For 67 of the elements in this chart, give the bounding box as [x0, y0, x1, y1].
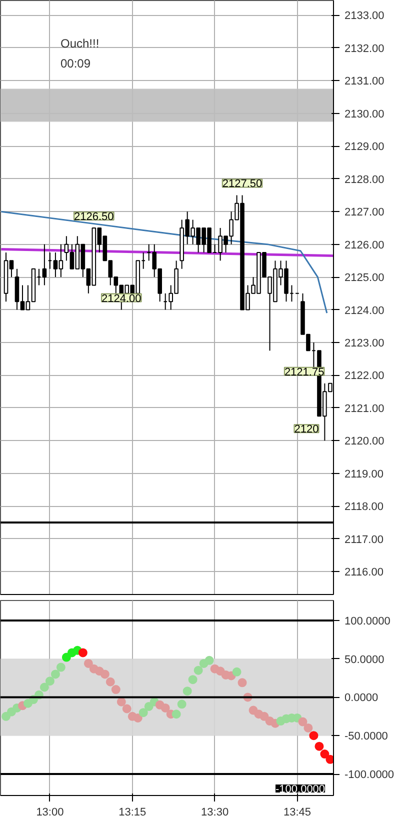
y-tick-label: 2117.00 [344, 534, 384, 546]
point [122, 704, 132, 714]
annotation: 2127.50 [222, 178, 262, 190]
point [309, 731, 318, 740]
y-tick-label: 2125.00 [344, 272, 384, 284]
point [194, 666, 203, 675]
y-tick-label: 0.0000 [344, 692, 378, 704]
y-tick-label: 2123.00 [344, 338, 384, 350]
y-tick-label: 50.0000 [344, 654, 384, 666]
point [304, 723, 313, 732]
point [204, 656, 214, 665]
annotation: -100.0000 [276, 784, 326, 796]
point [133, 713, 142, 722]
point [238, 678, 247, 688]
point [56, 662, 66, 672]
y-tick-label: 2121.00 [344, 402, 384, 415]
point [160, 703, 170, 712]
point [106, 677, 115, 686]
x-tick-label: 13:30 [201, 806, 229, 818]
y-tick-label: 2119.00 [344, 468, 384, 480]
y-tick-label: 2122.00 [344, 370, 384, 382]
y-tick-label: 2124.00 [344, 304, 384, 317]
point [320, 750, 330, 759]
y-tick-label: 2130.00 [344, 108, 384, 120]
y-tick-label: 2133.00 [344, 10, 384, 22]
annotation: 2124.00 [102, 292, 142, 305]
candlestick [42, 244, 47, 286]
y-tick-label: 2131.00 [344, 76, 384, 88]
y-tick-label: -100.0000 [344, 769, 394, 782]
y-tick-label: 2129.00 [344, 141, 384, 154]
y-tick-label: 2118.00 [344, 501, 384, 514]
point [232, 667, 242, 676]
y-tick-label: 2132.00 [344, 42, 384, 55]
point [50, 670, 60, 679]
point [84, 658, 93, 668]
point [182, 686, 192, 696]
point [138, 708, 148, 718]
x-tick-label: 13:45 [283, 806, 311, 818]
point [2, 712, 11, 721]
point [45, 676, 54, 686]
annotation: 2126.50 [74, 210, 114, 223]
y-tick-label: 2126.00 [344, 239, 384, 252]
y-tick-label: 2116.00 [344, 566, 384, 579]
line-series [0, 210, 328, 314]
annotation: 2120 [294, 424, 319, 436]
annotation: 2121.75 [284, 366, 324, 378]
y-tick-label: 2127.00 [344, 206, 384, 219]
point [326, 754, 334, 764]
point [177, 700, 186, 709]
x-tick-label: 13:00 [36, 806, 64, 818]
point [116, 697, 126, 706]
point [78, 648, 88, 658]
point [188, 675, 198, 684]
y-tick-label: 2128.00 [344, 174, 384, 186]
point [144, 702, 154, 711]
point [111, 685, 120, 694]
point [172, 710, 181, 719]
y-tick-label: 100.0000 [344, 615, 390, 628]
y-tick-label: 2120.00 [344, 436, 384, 448]
annotation: Ouch!!! [60, 36, 100, 50]
point [100, 670, 110, 679]
point [298, 717, 308, 726]
point [40, 682, 49, 692]
y-tick-label: -50.0000 [344, 730, 388, 743]
x-tick-label: 13:15 [118, 806, 146, 818]
annotation: 00:09 [60, 56, 91, 70]
point [314, 742, 324, 751]
